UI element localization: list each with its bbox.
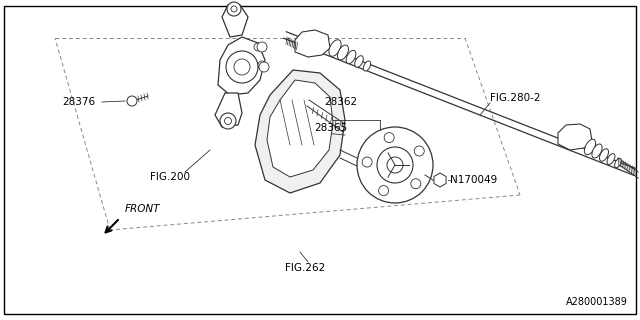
Circle shape xyxy=(377,147,413,183)
Polygon shape xyxy=(218,37,265,95)
Ellipse shape xyxy=(592,144,602,158)
Circle shape xyxy=(226,51,258,83)
Circle shape xyxy=(357,127,433,203)
Text: FRONT: FRONT xyxy=(125,204,161,214)
Circle shape xyxy=(384,132,394,143)
Polygon shape xyxy=(255,70,345,193)
Text: A280001389: A280001389 xyxy=(566,297,628,307)
Circle shape xyxy=(231,6,237,12)
Circle shape xyxy=(387,157,403,173)
Ellipse shape xyxy=(337,45,349,60)
Polygon shape xyxy=(267,80,333,177)
Ellipse shape xyxy=(364,61,371,71)
Text: 28376: 28376 xyxy=(62,97,95,107)
Text: 28365: 28365 xyxy=(314,123,347,133)
Polygon shape xyxy=(295,30,330,57)
Circle shape xyxy=(414,146,424,156)
Circle shape xyxy=(227,2,241,16)
Text: FIG.262: FIG.262 xyxy=(285,263,325,273)
Polygon shape xyxy=(222,5,248,37)
Text: N170049: N170049 xyxy=(450,175,497,185)
Ellipse shape xyxy=(355,56,364,67)
Polygon shape xyxy=(215,93,242,127)
Circle shape xyxy=(379,186,388,196)
Ellipse shape xyxy=(607,154,615,164)
Text: 28362: 28362 xyxy=(324,97,357,107)
Circle shape xyxy=(411,179,421,189)
Text: FIG.200: FIG.200 xyxy=(150,172,190,182)
Ellipse shape xyxy=(600,149,609,161)
Circle shape xyxy=(362,157,372,167)
Circle shape xyxy=(257,42,267,52)
Circle shape xyxy=(225,117,232,124)
Ellipse shape xyxy=(614,158,621,168)
Text: FIG.280-2: FIG.280-2 xyxy=(490,93,541,103)
Ellipse shape xyxy=(584,139,596,155)
Circle shape xyxy=(127,96,137,106)
Ellipse shape xyxy=(346,50,356,64)
Circle shape xyxy=(259,62,269,72)
Ellipse shape xyxy=(329,40,341,56)
Polygon shape xyxy=(558,124,592,150)
Circle shape xyxy=(254,43,262,51)
Circle shape xyxy=(220,113,236,129)
Circle shape xyxy=(234,59,250,75)
Circle shape xyxy=(258,61,266,69)
